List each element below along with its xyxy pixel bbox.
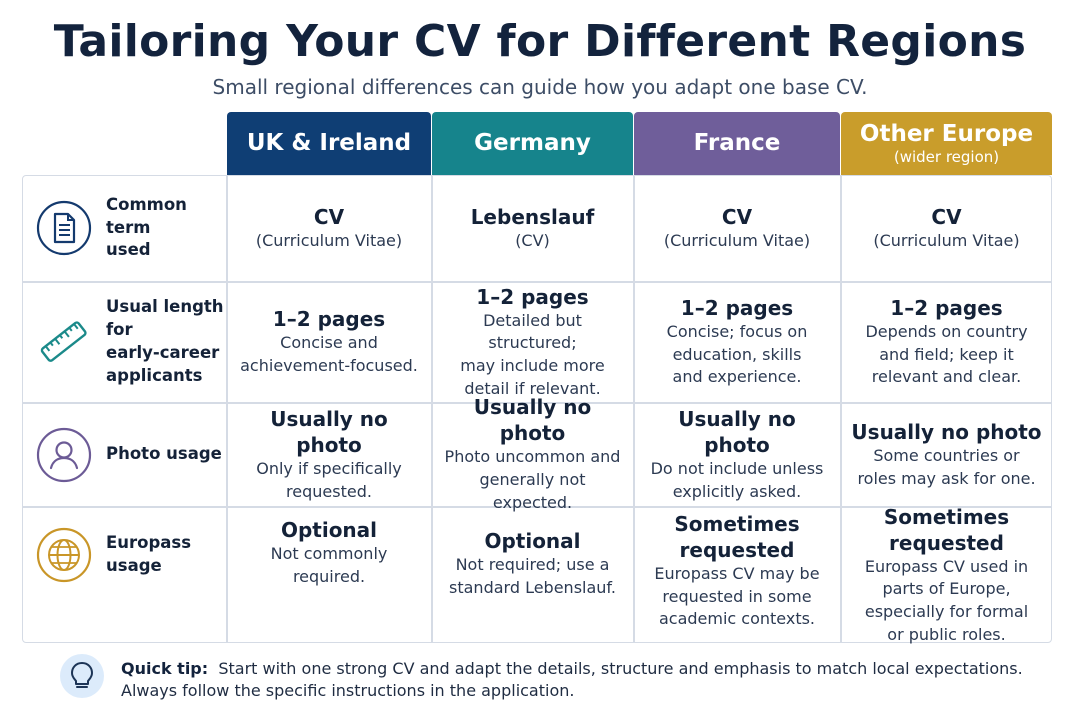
comparison-table: UK & Ireland Germany France Other Europe… xyxy=(22,112,1052,644)
column-header-france: France xyxy=(634,112,840,175)
quick-tip-label: Quick tip: xyxy=(121,659,209,678)
cell-france-photo: Usually no photo Do not include unless e… xyxy=(650,406,824,501)
page-title: Tailoring Your CV for Different Regions xyxy=(53,16,1027,67)
cell-germany-common-term: Lebenslauf (CV) xyxy=(470,204,595,250)
column-name: Other Europe xyxy=(859,121,1034,148)
cell-france-common-term: CV (Curriculum Vitae) xyxy=(663,204,811,250)
row-divider xyxy=(22,402,1052,404)
column-name: France xyxy=(693,130,781,157)
cell-france-europass: Sometimes requested Europass CV may be r… xyxy=(654,511,820,629)
table-body xyxy=(22,175,1052,643)
column-name: Germany xyxy=(474,130,591,157)
row-label-usual-length: Usual length for early-career applicants xyxy=(22,282,227,402)
document-icon xyxy=(36,200,92,256)
cell-germany-europass: Optional Not required; use a standard Le… xyxy=(449,529,616,597)
cell-germany-photo: Usually no photo Photo uncommon and gene… xyxy=(444,395,621,512)
ruler-icon xyxy=(36,314,92,370)
column-header-germany: Germany xyxy=(432,112,633,175)
cell-uk-europass: Optional Not commonly required. xyxy=(270,518,388,586)
row-divider xyxy=(22,506,1052,508)
page-subtitle: Small regional differences can guide how… xyxy=(212,75,868,99)
cell-france-length: 1–2 pages Concise; focus on education, s… xyxy=(666,295,808,387)
cell-other-photo: Usually no photo Some countries or roles… xyxy=(851,419,1042,488)
cell-uk-photo: Usually no photo Only if specifically re… xyxy=(256,406,402,501)
column-divider xyxy=(633,175,635,643)
lightbulb-icon xyxy=(60,654,104,698)
quick-tip-line2: Always follow the specific instructions … xyxy=(121,681,575,701)
column-header-uk-ireland: UK & Ireland xyxy=(227,112,431,175)
cell-other-europass: Sometimes requested Europass CV used in … xyxy=(864,504,1029,644)
cell-other-length: 1–2 pages Depends on country and field; … xyxy=(865,295,1028,387)
column-divider xyxy=(226,175,228,643)
column-divider xyxy=(431,175,433,643)
quick-tip-text: Quick tip: Start with one strong CV and … xyxy=(121,658,1041,703)
row-label-photo-usage: Photo usage xyxy=(22,403,227,506)
row-label-text: Usual length for early-career applicants xyxy=(106,297,224,385)
row-label-text: Europass usage xyxy=(106,533,192,575)
row-label-common-term: Common term used xyxy=(22,175,227,281)
globe-icon xyxy=(36,527,92,583)
cell-uk-length: 1–2 pages Concise and achievement-focuse… xyxy=(240,307,418,375)
row-label-text: Photo usage xyxy=(106,444,222,464)
row-label-text: Common term used xyxy=(106,194,187,260)
person-icon xyxy=(36,427,92,483)
cell-germany-length: 1–2 pages Detailed but structured; may i… xyxy=(460,284,605,398)
quick-tip-line1: Start with one strong CV and adapt the d… xyxy=(218,659,1023,678)
row-label-europass-usage: Europass usage xyxy=(22,507,227,643)
column-subname: (wider region) xyxy=(893,147,1000,166)
cell-uk-common-term: CV (Curriculum Vitae) xyxy=(255,204,403,250)
column-divider xyxy=(840,175,842,643)
row-divider xyxy=(22,281,1052,283)
column-header-other-europe: Other Europe (wider region) xyxy=(841,112,1052,175)
cell-other-common-term: CV (Curriculum Vitae) xyxy=(873,204,1020,250)
column-name: UK & Ireland xyxy=(246,130,412,157)
